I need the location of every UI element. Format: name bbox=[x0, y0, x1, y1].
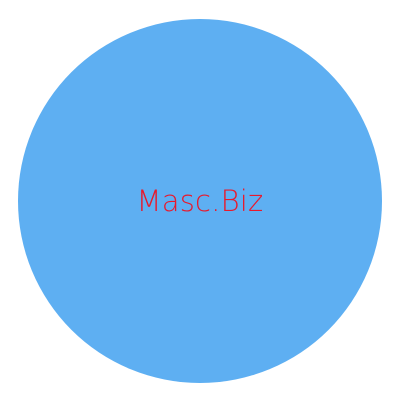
logo-circle: Masc.Biz bbox=[18, 19, 382, 383]
logo-text: Masc.Biz bbox=[136, 184, 264, 218]
